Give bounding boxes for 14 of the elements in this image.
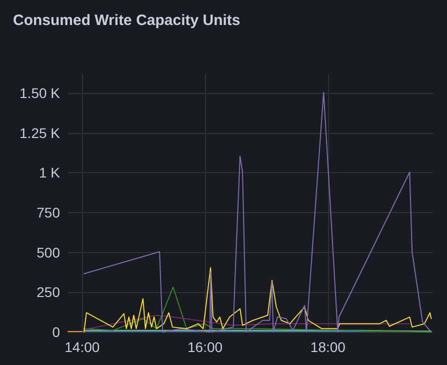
line-series <box>83 286 432 332</box>
y-tick-label: 750 <box>36 204 60 221</box>
y-tick-label: 1 K <box>38 164 61 181</box>
x-tick-label: 14:00 <box>64 339 100 355</box>
line-series <box>83 92 432 332</box>
y-tick-label: 250 <box>36 284 60 300</box>
y-tick-label: 0 <box>52 324 60 340</box>
y-tick-label: 1.25 K <box>20 124 61 141</box>
y-tick-label: 500 <box>36 244 60 260</box>
line-series <box>83 267 432 332</box>
x-tick-label: 18:00 <box>310 339 346 355</box>
x-tick-label: 16:00 <box>188 339 223 355</box>
chart-title: Consumed Write Capacity Units <box>13 12 240 29</box>
y-tick-label: 1.50 K <box>20 85 61 102</box>
